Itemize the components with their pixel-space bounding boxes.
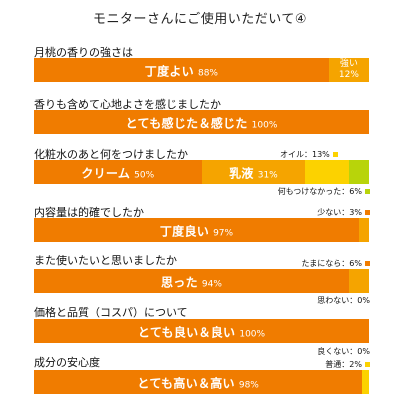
legend-swatch: [365, 189, 370, 194]
segment-label: 丁度良い 97%: [159, 224, 234, 239]
stacked-bar: とても感じた＆感じた 100%: [34, 110, 369, 134]
legend-swatch: [365, 210, 370, 215]
stacked-bar: 丁度良い 97%: [34, 218, 369, 242]
bar-segment-強い: 強い 12%: [328, 58, 369, 82]
bar-segment-丁度よい: 丁度よい 88%: [34, 58, 329, 82]
bar-segment-丁度良い: 丁度良い 97%: [34, 218, 359, 242]
bar-segment-とても良い＆良い: とても良い＆良い 100%: [34, 319, 369, 343]
bar-segment-とても高い＆高い: とても高い＆高い 98%: [34, 370, 363, 394]
question-label: 月桃の香りの強さは: [34, 46, 133, 59]
page-title: モニターさんにご使用いただいて④: [92, 12, 307, 27]
bar-segment-とても感じた＆感じた: とても感じた＆感じた 100%: [34, 110, 369, 134]
segment-label: 強い 12%: [338, 59, 359, 80]
outside-label-オイル: オイル：13%: [280, 149, 338, 160]
bar-segment-少ない: [358, 218, 369, 242]
legend-swatch: [365, 261, 370, 266]
question-label: 香りも含めて心地よさを感じましたか: [34, 98, 221, 111]
bar-segment-オイル: [305, 160, 349, 184]
outside-label-普通: 普通：2%: [325, 359, 370, 370]
question-label: また使いたいと思いましたか: [34, 254, 177, 267]
bar-segment-乳液: 乳液 31%: [201, 160, 306, 184]
legend-swatch: [365, 362, 370, 367]
outside-label-思わない: 思わない：0%: [317, 296, 370, 305]
bar-segment-何もつけなかった: [348, 160, 369, 184]
stacked-bar: クリーム 50% 乳液 31%: [34, 160, 369, 184]
stacked-bar: とても高い＆高い 98%: [34, 370, 369, 394]
outside-label-良くない: 良くない：0%: [317, 347, 370, 356]
segment-label: とても高い＆高い 98%: [137, 376, 259, 391]
stacked-bar: 丁度よい 88% 強い 12%: [34, 58, 369, 82]
bar-segment-普通: [362, 370, 369, 394]
question-label: 内容量は的確でしたか: [34, 206, 144, 219]
outside-label-何もつけなかった: 何もつけなかった：6%: [278, 186, 370, 197]
stacked-bar: 思った 94%: [34, 269, 369, 293]
stacked-bar: とても良い＆良い 100%: [34, 319, 369, 343]
segment-label: 思った 94%: [160, 275, 222, 290]
question-label: 成分の安心度: [34, 356, 100, 369]
outside-label-少ない: 少ない：3%: [317, 207, 370, 218]
segment-label: クリーム 50%: [81, 166, 155, 181]
question-label: 化粧水のあと何をつけましたか: [34, 148, 188, 161]
legend-swatch: [332, 152, 338, 157]
segment-label: とても良い＆良い 100%: [137, 325, 266, 340]
question-label: 価格と品質（コスパ）について: [34, 306, 188, 319]
outside-label-たまになら: たまになら：6%: [302, 258, 370, 269]
segment-label: 丁度よい 88%: [144, 64, 218, 79]
segment-label: とても感じた＆感じた 100%: [125, 116, 278, 131]
segment-label: 乳液 31%: [229, 166, 278, 181]
bar-segment-クリーム: クリーム 50%: [34, 160, 202, 184]
bar-segment-たまになら: [348, 269, 369, 293]
bar-segment-思った: 思った 94%: [34, 269, 349, 293]
